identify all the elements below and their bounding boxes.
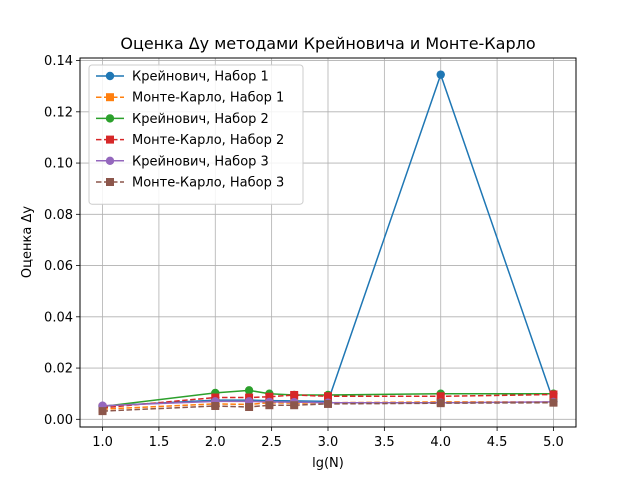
y-tick-label: 0.14: [44, 54, 73, 69]
data-point: [290, 401, 299, 410]
x-axis: 1.0 1.5 2.0 2.5 3.0 3.5 4.0 4.5 5.0: [92, 427, 564, 450]
legend-entry: Крейнович, Набор 1: [96, 70, 269, 85]
data-point: [436, 70, 445, 79]
x-tick-label: 4.0: [430, 435, 451, 450]
y-tick-label: 0.08: [44, 208, 73, 223]
legend: Крейнович, Набор 1 Монте-Карло, Набор 1 Кр…: [88, 64, 304, 205]
y-tick-label: 0.04: [44, 310, 73, 325]
legend-label: Монте-Карло, Набор 1: [132, 91, 284, 106]
legend-entry: Монте-Карло, Набор 3: [96, 176, 284, 191]
legend-entry: Крейнович, Набор 2: [96, 112, 269, 127]
legend-entry: Крейнович, Набор 3: [96, 154, 269, 169]
legend-label: Монте-Карло, Набор 3: [132, 176, 284, 191]
legend-marker: [105, 71, 115, 81]
legend-label: Крейнович, Набор 2: [132, 112, 269, 127]
series-line: [102, 401, 554, 410]
legend-label: Крейнович, Набор 3: [132, 154, 269, 169]
data-point: [245, 403, 254, 412]
data-point: [324, 399, 332, 408]
x-axis-label: lg(N): [312, 456, 344, 471]
series-line: [102, 400, 554, 407]
data-point: [549, 398, 558, 407]
y-tick-label: 0.06: [44, 259, 73, 274]
data-point: [324, 392, 332, 401]
legend-box: [88, 64, 304, 205]
data-point: [436, 399, 445, 408]
x-tick-label: 5.0: [543, 435, 564, 450]
series-line: [102, 401, 554, 412]
legend-marker: [106, 178, 114, 186]
legend-entry: Монте-Карло, Набор 2: [96, 133, 284, 148]
legend-marker: [105, 156, 115, 165]
x-tick-label: 2.5: [261, 435, 282, 450]
x-tick-label: 1.0: [92, 435, 113, 450]
data-point: [244, 386, 254, 395]
y-tick-label: 0.12: [44, 105, 73, 120]
legend-entry: Монте-Карло, Набор 1: [96, 91, 284, 106]
data-point: [290, 390, 299, 399]
series-6: [98, 398, 558, 416]
legend-marker: [106, 93, 114, 102]
y-tick-label: 0.10: [44, 157, 73, 172]
data-point: [265, 392, 274, 401]
x-tick-label: 3.0: [318, 435, 339, 450]
x-tick-label: 1.5: [149, 435, 170, 450]
data-point: [265, 401, 274, 410]
series-layer: [98, 70, 558, 416]
data-point: [211, 401, 220, 410]
x-tick-label: 3.5: [374, 435, 395, 450]
x-tick-label: 4.5: [487, 435, 508, 450]
y-tick-label: 0.02: [44, 362, 73, 377]
x-tick-label: 2.0: [205, 435, 226, 450]
series-line: [102, 72, 555, 407]
data-point: [98, 407, 107, 416]
legend-label: Монте-Карло, Набор 2: [132, 133, 284, 148]
legend-marker: [105, 114, 115, 123]
y-axis-label: Оценка Δy: [20, 206, 35, 278]
legend-label: Крейнович, Набор 1: [132, 70, 269, 85]
legend-marker: [106, 135, 114, 144]
series-line: [102, 393, 554, 409]
y-axis: 0.00 0.02 0.04 0.06 0.08 0.10 0.12 0.14: [44, 54, 80, 428]
data-point: [549, 390, 558, 399]
y-tick-label: 0.00: [44, 413, 73, 428]
chart-title: Оценка Δy методами Крейновича и Монте-Ка…: [120, 34, 535, 53]
series-line: [102, 389, 554, 408]
data-point: [436, 392, 445, 401]
